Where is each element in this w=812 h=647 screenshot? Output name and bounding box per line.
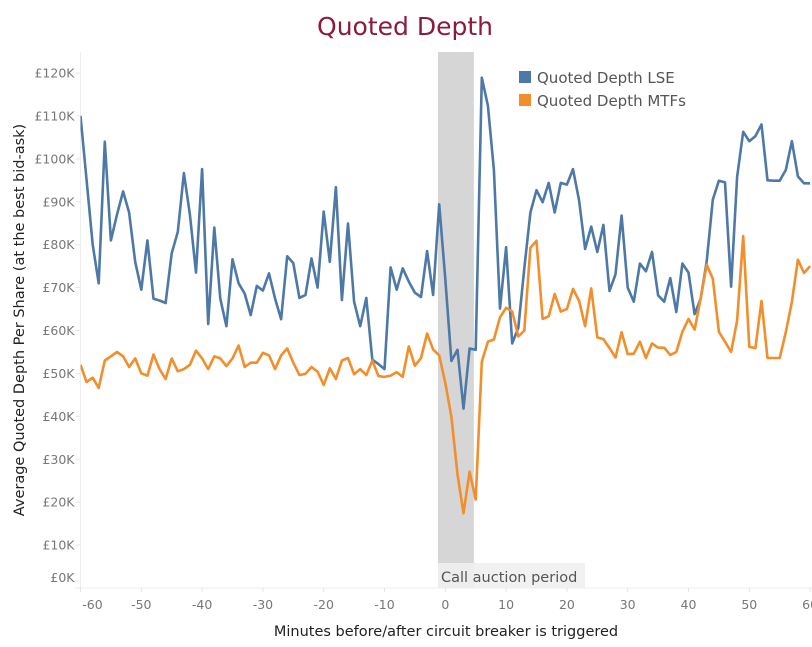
call-auction-label-bg [438, 563, 586, 588]
x-tick-label: -20 [313, 597, 333, 612]
call-auction-label: Call auction period [441, 570, 577, 586]
x-tick-label: -60 [82, 597, 102, 612]
y-axis-title: Average Quoted Depth Per Share (at the b… [12, 124, 28, 516]
y-tick-label: £60K [42, 323, 75, 338]
x-tick-label: -40 [192, 597, 212, 612]
x-tick-label: -10 [374, 597, 394, 612]
x-tick-label: 20 [559, 597, 575, 612]
y-tick-label: £90K [42, 194, 75, 209]
call-auction-band-layer: Call auction period [438, 52, 586, 588]
series-line-lse [80, 76, 811, 410]
y-tick-label: £40K [42, 409, 75, 424]
x-tick-label: -30 [253, 597, 273, 612]
call-auction-band [438, 52, 474, 588]
y-tick-label: £80K [42, 237, 75, 252]
y-tick-label: £110K [34, 108, 75, 123]
axes: £0K £10K £20K £30K £40K £50K £60K £70K £80K £90K £… [34, 52, 812, 612]
x-tick-label: -50 [131, 597, 151, 612]
x-tick-label: 60 [802, 597, 812, 612]
series-line-mtfs [80, 234, 812, 515]
y-tick-label: £10K [42, 538, 75, 553]
legend-label: Quoted Depth LSE [537, 69, 675, 87]
legend-swatch [519, 71, 531, 83]
legend-label: Quoted Depth MTFs [537, 92, 686, 110]
x-tick-label: 40 [681, 597, 697, 612]
y-tick-label: £100K [34, 151, 75, 166]
x-tick-label: 30 [620, 597, 636, 612]
series-lines [80, 76, 812, 515]
x-tick-label: 0 [441, 597, 449, 612]
x-axis-title: Minutes before/after circuit breaker is … [274, 624, 618, 640]
y-tick-label: £30K [42, 452, 75, 467]
chart-title: Quoted Depth [317, 12, 493, 41]
y-tick-label: £0K [50, 570, 75, 585]
x-tick-label: 50 [741, 597, 757, 612]
y-tick-label: £50K [42, 366, 75, 381]
legend: Quoted Depth LSE Quoted Depth MTFs [519, 69, 686, 110]
y-tick-label: £20K [42, 495, 75, 510]
legend-swatch [519, 94, 531, 106]
y-tick-label: £120K [34, 66, 75, 81]
x-tick-label: 10 [498, 597, 514, 612]
y-tick-label: £70K [42, 280, 75, 295]
